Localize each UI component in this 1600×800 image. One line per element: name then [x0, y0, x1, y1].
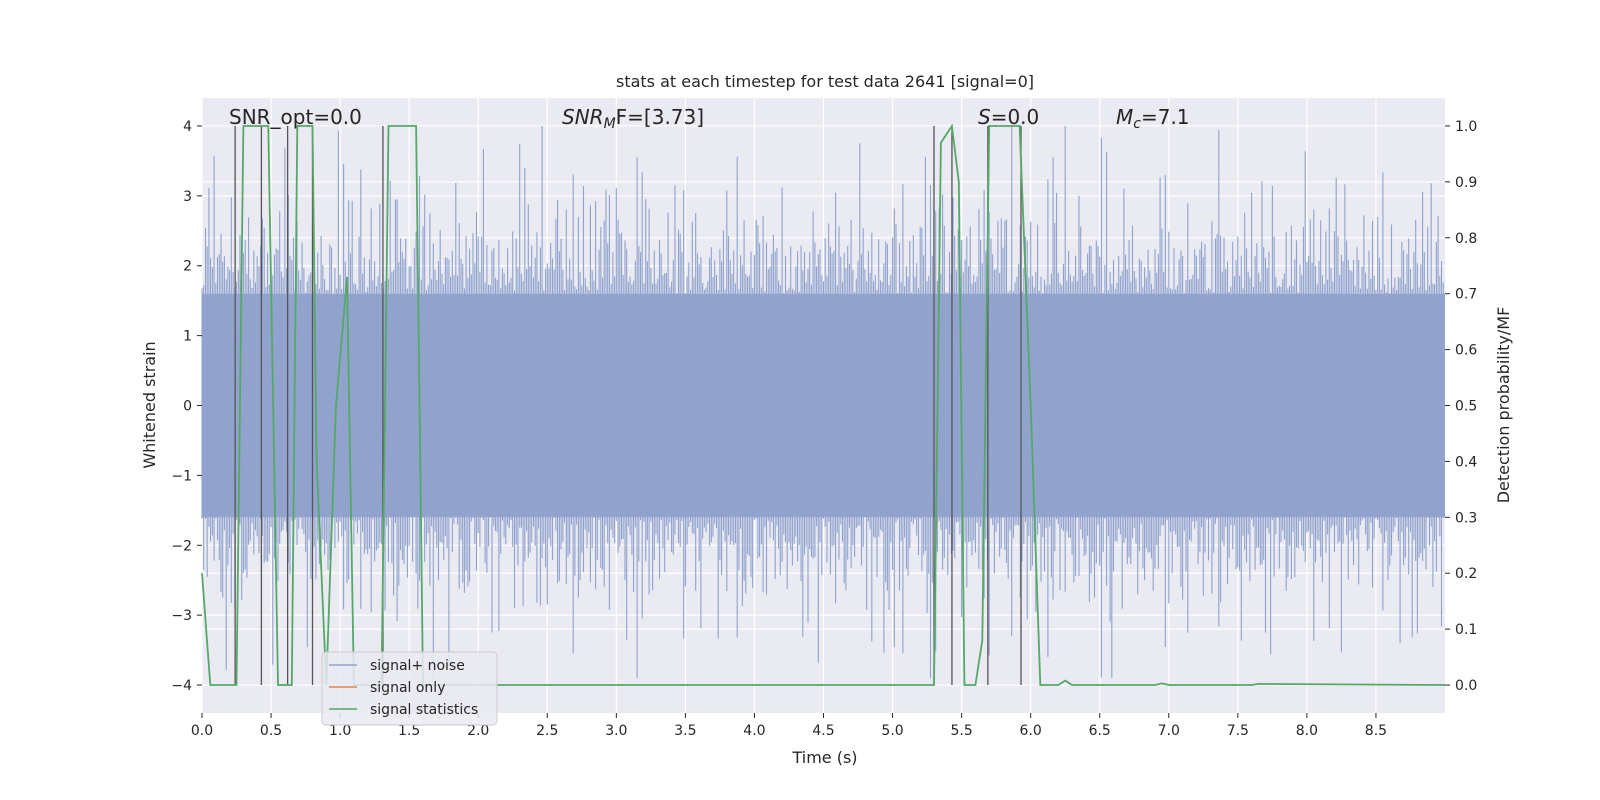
y2-tick-label: 0.3 — [1455, 510, 1477, 526]
y-tick-label: −4 — [171, 678, 192, 694]
y2-tick-label: 1.0 — [1455, 119, 1477, 135]
legend-label-signal-noise: signal+ noise — [370, 658, 465, 674]
x-tick-label: 1.5 — [398, 723, 420, 739]
y2-tick-label: 0.8 — [1455, 231, 1477, 247]
y-tick-label: 0 — [183, 399, 192, 415]
x-tick-label: 8.5 — [1365, 723, 1387, 739]
y2-tick-label: 0.0 — [1455, 678, 1477, 694]
x-tick-label: 6.5 — [1089, 723, 1111, 739]
x-tick-label: 4.0 — [743, 723, 765, 739]
x-tick-label: 3.0 — [605, 723, 627, 739]
x-tick-label: 3.5 — [674, 723, 696, 739]
y-tick-label: 1 — [183, 329, 192, 345]
annotation-snr-opt: SNR_opt=0.0 — [229, 105, 362, 129]
y2-tick-label: 0.6 — [1455, 343, 1477, 359]
y2-tick-label: 0.4 — [1455, 454, 1477, 470]
annotation-mc: Mc=7.1 — [1116, 105, 1190, 132]
x-axis-label: Time (s) — [791, 748, 857, 767]
annotation-snr-mf: SNRMF=[3.73] — [562, 105, 704, 132]
y-tick-label: −1 — [171, 468, 192, 484]
y2-axis-label: Detection probability/MF — [1494, 307, 1513, 504]
y-tick-label: 3 — [183, 189, 192, 205]
x-tick-label: 2.5 — [536, 723, 558, 739]
y-tick-label: 4 — [183, 119, 192, 135]
x-tick-label: 7.0 — [1158, 723, 1180, 739]
y-tick-label: 2 — [183, 259, 192, 275]
y2-tick-label: 0.2 — [1455, 566, 1477, 582]
legend-label-signal-only: signal only — [370, 680, 445, 696]
x-tick-label: 0.5 — [260, 723, 282, 739]
y-tick-label: −2 — [171, 538, 192, 554]
y2-tick-label: 0.9 — [1455, 175, 1477, 191]
x-tick-label: 0.0 — [191, 723, 213, 739]
annotation-s: S=0.0 — [978, 105, 1039, 129]
x-tick-label: 7.5 — [1227, 723, 1249, 739]
y2-tick-label: 0.1 — [1455, 622, 1477, 638]
x-tick-label: 5.5 — [950, 723, 972, 739]
legend-label-signal-statistics: signal statistics — [370, 702, 478, 718]
legend-box — [321, 651, 498, 726]
y2-tick-label: 0.7 — [1455, 287, 1477, 303]
x-tick-label: 2.0 — [467, 723, 489, 739]
legend: signal+ noise signal only signal statist… — [321, 651, 498, 726]
x-tick-label: 6.0 — [1020, 723, 1042, 739]
x-tick-label: 4.5 — [812, 723, 834, 739]
chart-title: stats at each timestep for test data 264… — [616, 72, 1034, 91]
y-axis-label: Whitened strain — [140, 341, 159, 468]
x-tick-label: 8.0 — [1296, 723, 1318, 739]
y-tick-label: −3 — [171, 608, 192, 624]
y2-tick-label: 0.5 — [1455, 399, 1477, 415]
x-tick-label: 5.0 — [881, 723, 903, 739]
x-tick-label: 1.0 — [329, 723, 351, 739]
